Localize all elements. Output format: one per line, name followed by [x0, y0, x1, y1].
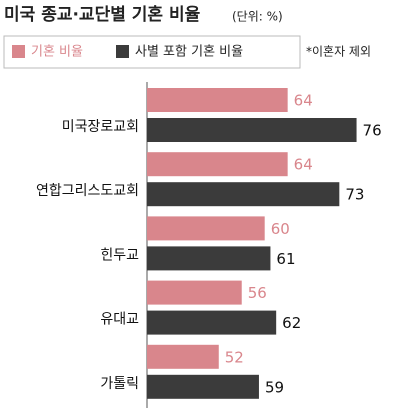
category-label: 가톨릭	[100, 376, 139, 392]
value-label: 60	[271, 220, 290, 238]
value-label: 52	[225, 348, 244, 366]
bar	[147, 88, 288, 112]
value-label: 61	[276, 250, 295, 268]
bar	[147, 246, 271, 271]
bar	[147, 344, 219, 369]
category-label: 연합그리스도교회	[36, 183, 139, 199]
value-label: 64	[294, 92, 313, 110]
value-label: 76	[363, 122, 382, 140]
bar	[147, 152, 288, 177]
unit-label: (단위: %)	[232, 10, 283, 24]
bar	[147, 374, 259, 399]
legend-label: 기혼 비율	[31, 45, 83, 60]
category-label: 유대교	[100, 312, 139, 328]
bar	[147, 182, 340, 207]
legend-label: 사별 포함 기혼 비율	[135, 45, 243, 60]
bar	[147, 118, 357, 142]
value-label: 62	[282, 314, 301, 332]
note: *이혼자 제외	[306, 45, 371, 59]
value-label: 56	[248, 284, 267, 302]
category-label: 미국장로교회	[62, 119, 139, 135]
bar	[147, 216, 265, 241]
bar	[147, 310, 277, 335]
legend-swatch	[116, 45, 129, 58]
legend-swatch	[12, 45, 25, 58]
category-label: 힌두교	[100, 247, 139, 263]
value-label: 59	[265, 378, 284, 396]
bar	[147, 280, 242, 305]
chart-title: 미국 종교·교단별 기혼 비율	[4, 4, 201, 25]
value-label: 73	[345, 186, 364, 204]
value-label: 64	[294, 156, 313, 174]
legend-box	[3, 35, 301, 69]
